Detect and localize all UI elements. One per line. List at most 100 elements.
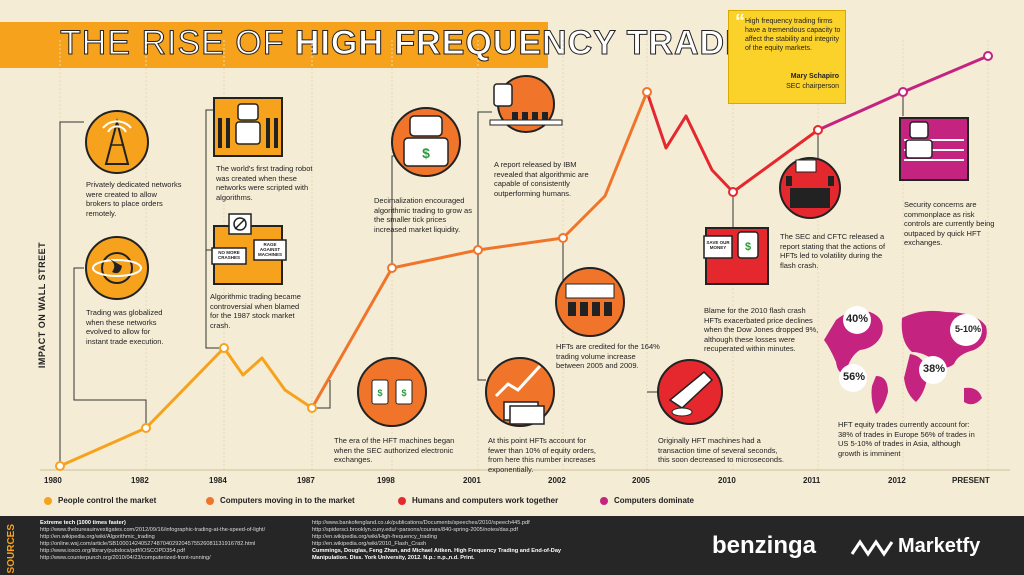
- legend-dot-icon: [600, 496, 608, 505]
- note-hft-era: The era of the HFT machines began when t…: [334, 436, 455, 464]
- pct-asia: 5-10%: [955, 324, 982, 334]
- sources-label: SOURCES: [6, 524, 17, 574]
- quote-text: High frequency trading firms have a trem…: [745, 18, 841, 52]
- year-present: PRESENT: [952, 476, 990, 485]
- connector-1982: [73, 267, 147, 428]
- source-item: Extreme tech (1000 times faster): [40, 520, 126, 526]
- pct-us-bubble: [839, 364, 867, 392]
- marketfy-logo-icon: [850, 539, 894, 557]
- note-hft-share: HFT equity trades currently account for:…: [838, 420, 975, 458]
- trend-computers-moving: [310, 91, 649, 409]
- node-2002: [558, 233, 568, 243]
- svg-text:$: $: [401, 388, 406, 398]
- year-2011: 2011: [803, 476, 821, 485]
- node-2012: [898, 87, 908, 97]
- year-2010: 2010: [718, 476, 736, 485]
- note-security: Security concerns are commonplace as ris…: [904, 200, 995, 247]
- legend-computers-dominate: Computers dominate: [600, 496, 694, 505]
- source-item[interactable]: http://www.counterpunch.org/2010/04/23/c…: [40, 555, 211, 561]
- node-1980: [55, 461, 65, 471]
- quote-mark-icon: “: [735, 11, 745, 33]
- trend-humans-computers: [645, 91, 819, 194]
- node-present: [983, 51, 993, 61]
- year-2001: 2001: [463, 476, 481, 485]
- pct-europe-bubble: [843, 306, 871, 334]
- sec-circle: [779, 157, 841, 219]
- connector-1980: [59, 121, 84, 466]
- source-item[interactable]: http://www.iosco.org/library/pubdocs/pdf…: [40, 548, 185, 554]
- node-2010: [728, 187, 738, 197]
- trend-people: [59, 346, 313, 468]
- footer: [0, 516, 1024, 575]
- sources-right: http://www.bankofengland.co.uk/publicati…: [312, 520, 608, 562]
- ibm-circle: [489, 75, 563, 133]
- hft-era-circle: $ $: [357, 357, 427, 427]
- pct-europe2-bubble: [919, 356, 947, 384]
- note-ibm: A report released by IBM revealed that a…: [494, 160, 589, 198]
- source-item[interactable]: http://en.wikipedia.org/wiki/High-freque…: [312, 534, 437, 540]
- title-thin: THE RISE OF: [59, 24, 285, 63]
- source-item: Manipulation. Diss. York University, 201…: [312, 555, 475, 561]
- connector-2001b: [477, 250, 486, 381]
- source-item[interactable]: http://en.wikipedia.org/wiki/Algorithmic…: [40, 534, 155, 540]
- node-1984: [219, 343, 229, 353]
- pct-europe2: 38%: [923, 363, 946, 375]
- legend-dot-icon: [206, 496, 214, 505]
- title-bold: HIGH FREQUENCY TRADING: [294, 24, 789, 63]
- year-1984: 1984: [209, 476, 227, 485]
- sign-save-our-money: SAVE OUR MONEY: [706, 240, 730, 250]
- benzinga-logo[interactable]: benzinga: [712, 532, 817, 559]
- node-2005: [642, 87, 652, 97]
- marketfy-logo[interactable]: Marketfy: [898, 535, 981, 557]
- note-sec-report: The SEC and CFTC released a report stati…: [780, 232, 886, 270]
- decimal-robot-circle: $: [391, 107, 461, 177]
- note-globalized: Trading was globalized when these networ…: [86, 308, 164, 346]
- note-1987-crash: Algorithmic trading became controversial…: [210, 292, 301, 330]
- note-under-10pct: At this point HFTs account for fewer tha…: [488, 436, 596, 474]
- map-australia: [964, 387, 982, 405]
- quote-author: Mary Schapiro: [790, 73, 839, 80]
- svg-text:$: $: [745, 241, 751, 253]
- map-south-america: [871, 376, 888, 414]
- trend-nodes: [55, 51, 993, 471]
- note-first-robot: The world's first trading robot was crea…: [216, 164, 313, 202]
- note-networks: Privately dedicated networks were create…: [86, 180, 182, 218]
- note-decimalization: Decimalization encouraged algorithmic tr…: [374, 196, 472, 234]
- timeline-diagram: $ $ $: [40, 40, 1010, 471]
- node-2001: [473, 245, 483, 255]
- year-1980: 1980: [44, 476, 62, 485]
- svg-text:$: $: [422, 145, 430, 161]
- connector-2001: [477, 111, 492, 250]
- tower-circle: [85, 110, 149, 174]
- pct-us: 56%: [843, 371, 866, 383]
- sign-rage-against-machines: RAGE AGAINST MACHINES: [257, 242, 282, 257]
- source-item[interactable]: http://www.bankofengland.co.uk/publicati…: [312, 520, 530, 526]
- node-1987: [307, 403, 317, 413]
- note-164pct: HFTs are credited for the 164% trading v…: [556, 342, 660, 370]
- year-2012: 2012: [888, 476, 906, 485]
- legend-humans-computers: Humans and computers work together: [398, 496, 558, 505]
- source-item[interactable]: http://spidersci.brooklyn.cuny.edu/~pars…: [312, 527, 518, 533]
- legend-people: People control the market: [44, 496, 156, 505]
- page-title: THE RISE OF HIGH FREQUENCY TRADING: [59, 24, 789, 63]
- svg-text:$: $: [377, 388, 382, 398]
- source-item[interactable]: http://www.thebureauinvestigates.com/201…: [40, 527, 266, 533]
- rocket-circle: [657, 359, 723, 425]
- flash-crash-box: $: [703, 227, 769, 285]
- year-1982: 1982: [131, 476, 149, 485]
- quote-role: SEC chairperson: [786, 83, 839, 90]
- note-microseconds: Originally HFT machines had a transactio…: [658, 436, 784, 464]
- pct-europe: 40%: [846, 313, 869, 325]
- year-1998: 1998: [377, 476, 395, 485]
- first-robot-box: [213, 97, 283, 157]
- money-circle: [485, 357, 555, 427]
- source-item[interactable]: http://online.wsj.com/article/SB10001424…: [40, 541, 256, 547]
- quote-box: “ High frequency trading firms have a tr…: [728, 10, 846, 104]
- globe-circle: [85, 236, 149, 300]
- year-2005: 2005: [632, 476, 650, 485]
- node-1998: [387, 263, 397, 273]
- trading-floor-circle: [555, 267, 625, 337]
- source-item[interactable]: http://en.wikipedia.org/wiki/2010_Flash_…: [312, 541, 427, 547]
- node-1982: [141, 423, 151, 433]
- sign-no-more-crashes: NO MORE CRASHES: [217, 250, 240, 260]
